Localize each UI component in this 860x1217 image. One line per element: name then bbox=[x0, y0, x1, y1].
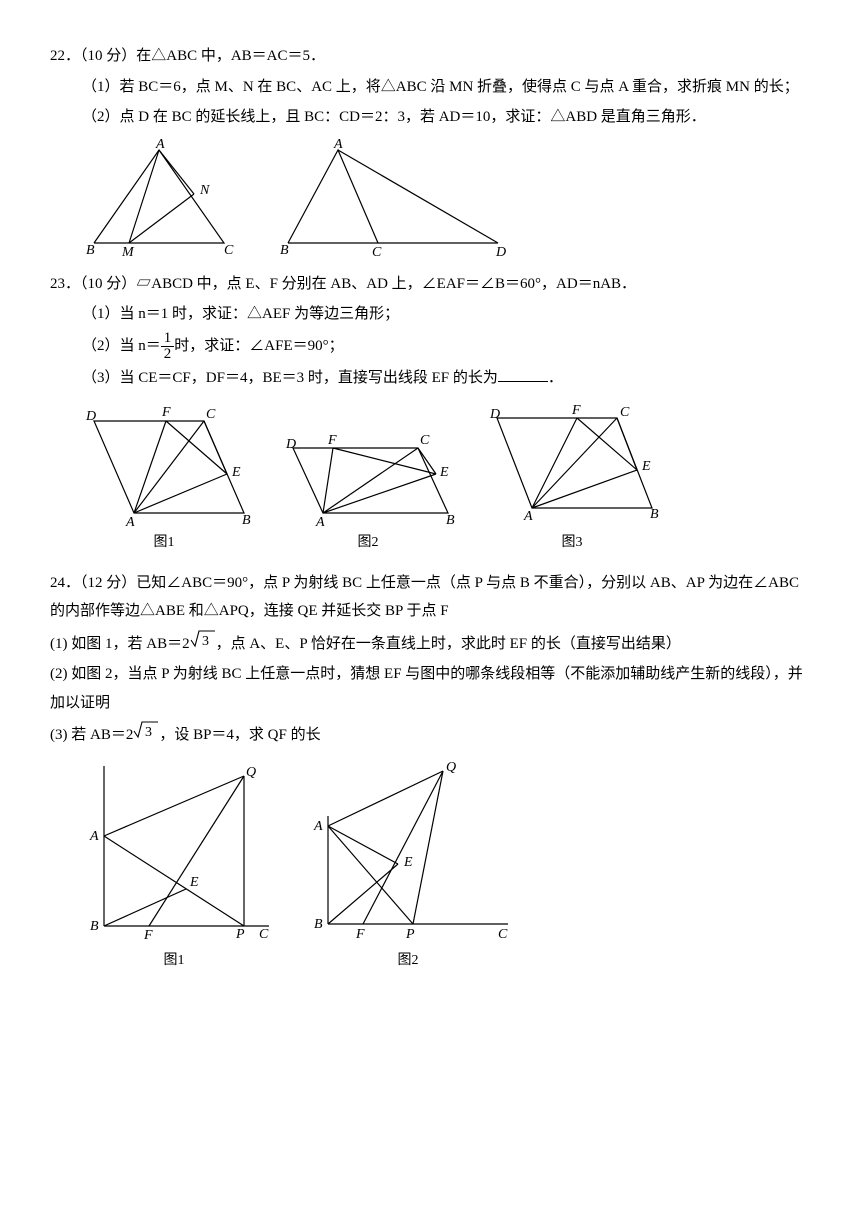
label-M: M bbox=[121, 245, 135, 258]
p23-part3a: （3）当 CE＝CF，DF＝4，BE＝3 时，直接写出线段 EF 的长为 bbox=[82, 370, 498, 386]
label-A2: A bbox=[333, 138, 343, 152]
p22-fig2: A B C D bbox=[268, 138, 518, 258]
p23-header: 23．（10 分）▱ABCD 中，点 E、F 分别在 AB、AD 上，∠EAF＝… bbox=[50, 270, 810, 299]
p22-fig1: A B C M N bbox=[74, 138, 244, 258]
l24-1-P: P bbox=[235, 927, 245, 942]
label-N: N bbox=[199, 183, 210, 198]
blank-answer bbox=[498, 366, 548, 382]
p22-header: 22．（10 分）在△ABC 中，AB＝AC＝5． bbox=[50, 42, 810, 71]
l24-2-C: C bbox=[498, 927, 508, 942]
p24-figures: A B C P F E Q 图1 bbox=[74, 756, 810, 975]
p24-part3a: (3) 若 AB＝2 bbox=[50, 727, 133, 743]
p23-part1: （1）当 n＝1 时，求证：△AEF 为等边三角形； bbox=[50, 300, 810, 329]
sqrt3-1: 3 bbox=[190, 628, 216, 648]
p23-cap1: 图1 bbox=[154, 530, 175, 557]
p24-fig1: A B C P F E Q 图1 bbox=[74, 756, 274, 975]
l23-2-C: C bbox=[420, 433, 430, 448]
l23-3-B: B bbox=[650, 507, 659, 522]
p23-part2b: 时，求证：∠AFE＝90°； bbox=[174, 337, 343, 353]
l23-1-D: D bbox=[85, 409, 96, 424]
p24-line1: 24．（12 分）已知∠ABC＝90°，点 P 为射线 BC 上任意一点（点 P… bbox=[50, 569, 810, 626]
p24-part2: (2) 如图 2，当点 P 为射线 BC 上任意一点时，猜想 EF 与图中的哪条… bbox=[50, 660, 810, 717]
problem-24: 24．（12 分）已知∠ABC＝90°，点 P 为射线 BC 上任意一点（点 P… bbox=[50, 569, 810, 975]
p24-part3: (3) 若 AB＝2 3 ，设 BP＝4，求 QF 的长 bbox=[50, 719, 810, 750]
problem-23: 23．（10 分）▱ABCD 中，点 E、F 分别在 AB、AD 上，∠EAF＝… bbox=[50, 270, 810, 557]
p23-fig3-svg: D F C E A B bbox=[482, 398, 662, 528]
p23-part3: （3）当 CE＝CF，DF＝4，BE＝3 时，直接写出线段 EF 的长为 ． bbox=[50, 364, 810, 393]
p23-fig1: D F C E A B 图1 bbox=[74, 398, 254, 557]
p22-fig2-svg: A B C D bbox=[268, 138, 518, 258]
p24-fig1-svg: A B C P F E Q bbox=[74, 756, 274, 946]
p23-part3b: ． bbox=[548, 370, 563, 386]
l23-3-A: A bbox=[523, 509, 533, 524]
l23-1-E: E bbox=[231, 465, 241, 480]
l24-1-F: F bbox=[143, 928, 153, 943]
fraction-half: 12 bbox=[161, 331, 175, 362]
l23-3-F: F bbox=[571, 403, 581, 418]
l23-2-A: A bbox=[315, 515, 325, 528]
p24-fig2-svg: A B C P F E Q bbox=[298, 756, 518, 946]
l24-2-B: B bbox=[314, 917, 323, 932]
l24-1-B: B bbox=[90, 919, 99, 934]
l24-2-P: P bbox=[405, 927, 415, 942]
l23-1-B: B bbox=[242, 513, 251, 528]
label-D2: D bbox=[495, 245, 506, 258]
l24-2-F: F bbox=[355, 927, 365, 942]
l23-3-E: E bbox=[641, 459, 651, 474]
svg-text:3: 3 bbox=[145, 725, 152, 739]
problem-22: 22．（10 分）在△ABC 中，AB＝AC＝5． （1）若 BC＝6，点 M、… bbox=[50, 42, 810, 258]
p23-figures: D F C E A B 图1 bbox=[74, 398, 810, 557]
p24-fig2: A B C P F E Q 图2 bbox=[298, 756, 518, 975]
p22-part1: （1）若 BC＝6，点 M、N 在 BC、AC 上，将△ABC 沿 MN 折叠，… bbox=[50, 73, 810, 102]
p24-cap2: 图2 bbox=[398, 948, 419, 975]
label-A: A bbox=[155, 138, 165, 152]
label-B2: B bbox=[280, 243, 289, 258]
p23-fig1-svg: D F C E A B bbox=[74, 398, 254, 528]
l23-1-C: C bbox=[206, 407, 216, 422]
p24-part1: (1) 如图 1，若 AB＝2 3 ，点 A、E、P 恰好在一条直线上时，求此时 E… bbox=[50, 628, 810, 659]
l24-2-Q: Q bbox=[446, 760, 456, 775]
p24-part3b: ，设 BP＝4，求 QF 的长 bbox=[159, 727, 320, 743]
p24-part1b: ，点 A、E、P 恰好在一条直线上时，求此时 EF 的长（直接写出结果） bbox=[216, 636, 681, 652]
l24-1-E: E bbox=[189, 875, 199, 890]
l23-2-E: E bbox=[439, 465, 449, 480]
label-C: C bbox=[224, 243, 234, 258]
p22-fig1-svg: A B C M N bbox=[74, 138, 244, 258]
p23-cap2: 图2 bbox=[358, 530, 379, 557]
l24-2-A: A bbox=[313, 819, 323, 834]
sqrt3-2: 3 bbox=[133, 719, 159, 739]
l23-2-D: D bbox=[285, 437, 296, 452]
l23-2-B: B bbox=[446, 513, 455, 528]
p24-cap1: 图1 bbox=[164, 948, 185, 975]
label-B: B bbox=[86, 243, 95, 258]
svg-text:3: 3 bbox=[202, 634, 209, 648]
l23-3-C: C bbox=[620, 405, 630, 420]
l23-2-F: F bbox=[327, 433, 337, 448]
l23-1-A: A bbox=[125, 515, 135, 528]
p23-fig2: D F C E A B 图2 bbox=[278, 428, 458, 557]
p22-part2: （2）点 D 在 BC 的延长线上，且 BC：CD＝2：3，若 AD＝10，求证… bbox=[50, 103, 810, 132]
l24-2-E: E bbox=[403, 855, 413, 870]
p23-part2a: （2）当 n＝ bbox=[82, 337, 161, 353]
label-C2: C bbox=[372, 245, 382, 258]
l24-1-Q: Q bbox=[246, 765, 256, 780]
p24-part1a: (1) 如图 1，若 AB＝2 bbox=[50, 636, 190, 652]
p23-part2: （2）当 n＝12时，求证：∠AFE＝90°； bbox=[50, 331, 810, 362]
p23-fig3: D F C E A B 图3 bbox=[482, 398, 662, 557]
l23-3-D: D bbox=[489, 407, 500, 422]
p23-cap3: 图3 bbox=[562, 530, 583, 557]
l23-1-F: F bbox=[161, 405, 171, 420]
l24-1-A: A bbox=[89, 829, 99, 844]
l24-1-C: C bbox=[259, 927, 269, 942]
p22-figures: A B C M N A B C D bbox=[74, 138, 810, 258]
p23-fig2-svg: D F C E A B bbox=[278, 428, 458, 528]
